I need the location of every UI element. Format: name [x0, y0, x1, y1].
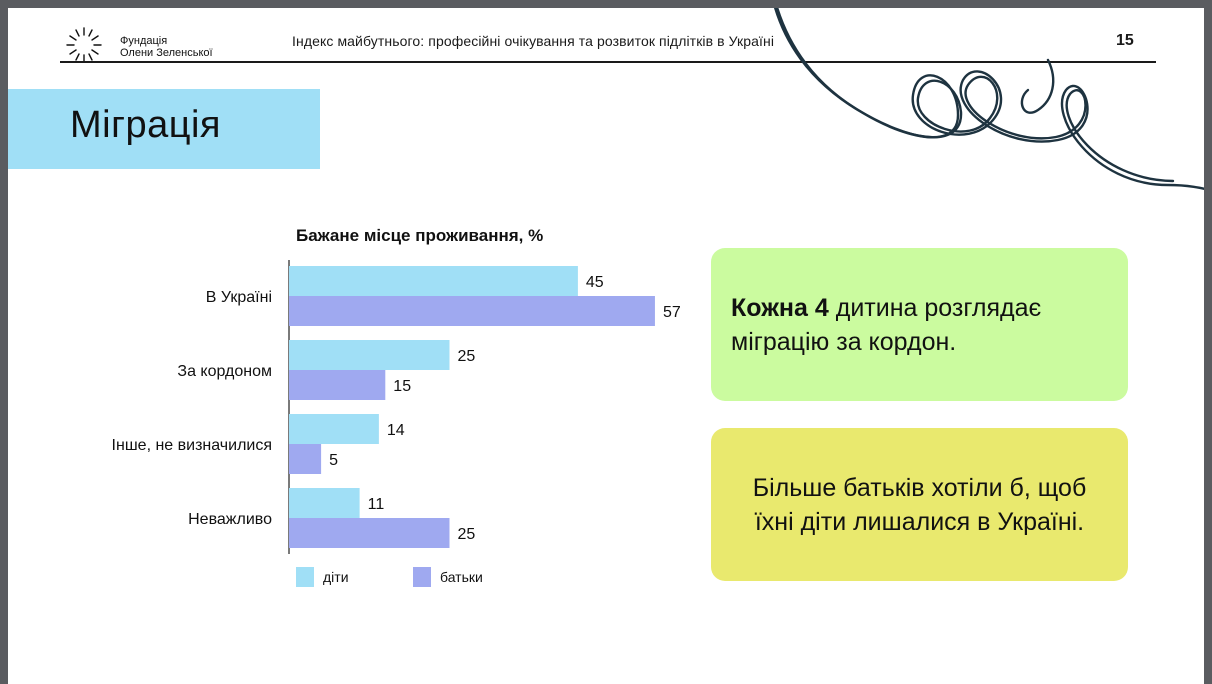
bar-chart-svg: В Україні 45 57 За кордоном 25 15 Інше, не виз…	[112, 260, 681, 587]
bar-parents	[289, 518, 450, 548]
legend-label: батьки	[440, 569, 483, 585]
callout-1-bold: Кожна 4	[731, 293, 829, 322]
report-title: Індекс майбутнього: професійні очікуванн…	[292, 33, 775, 49]
bar-children	[289, 488, 360, 518]
data-label: 11	[368, 496, 385, 513]
bar-parents	[289, 296, 655, 326]
logo-line-2: Олени Зеленської	[120, 47, 213, 59]
legend-swatch	[296, 567, 314, 587]
category-label: За кордоном	[177, 363, 272, 380]
data-label: 45	[586, 274, 604, 291]
category-label: Неважливо	[188, 511, 272, 528]
data-label: 5	[329, 452, 338, 469]
data-label: 15	[393, 378, 411, 395]
section-title: Міграція	[70, 104, 222, 146]
callout-child-migration: Кожна 4 дитина розглядає міграцію за кор…	[711, 248, 1128, 401]
slide: Фундація Олени Зеленської Індекс майбутн…	[8, 8, 1204, 684]
logo-text: Фундація Олени Зеленської	[120, 35, 213, 59]
callout-1-text: дитина розглядає міграцію за кордон.	[731, 293, 1042, 356]
bar-chart: В Україні 45 57 За кордоном 25 15 Інше, не виз…	[68, 256, 708, 596]
category-label: В Україні	[206, 289, 272, 306]
header-divider	[60, 61, 1156, 63]
category-label: Інше, не визначилися	[112, 437, 272, 454]
chart-title: Бажане місце проживання, %	[296, 226, 544, 245]
bar-children	[289, 266, 578, 296]
data-label: 25	[458, 526, 476, 543]
sunburst-logo-icon	[66, 27, 102, 63]
legend-label: діти	[323, 569, 349, 585]
data-label: 25	[458, 348, 476, 365]
callout-parents-preference: Більше батьків хотіли б, щоб їхні діти л…	[711, 428, 1128, 581]
logo-line-1: Фундація	[120, 35, 168, 47]
decorative-scribble-icon	[773, 8, 1204, 191]
data-label: 14	[387, 422, 405, 439]
bar-parents	[289, 370, 386, 400]
legend-swatch	[413, 567, 431, 587]
bar-children	[289, 340, 450, 370]
bar-parents	[289, 444, 322, 474]
section-band	[8, 89, 320, 169]
bar-children	[289, 414, 379, 444]
foundation-logo: Фундація Олени Зеленської	[64, 25, 264, 65]
data-label: 57	[663, 304, 681, 321]
page-number: 15	[1116, 32, 1134, 49]
callout-2-text: Більше батьків хотіли б, щоб їхні діти л…	[752, 473, 1087, 536]
